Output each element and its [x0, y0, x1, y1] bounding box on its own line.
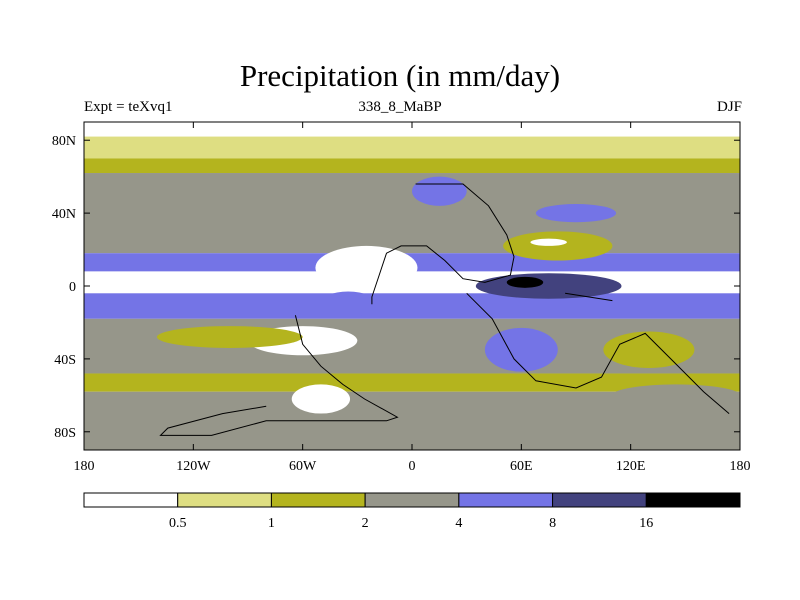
precip-band-2 [84, 158, 740, 174]
coastline-3 [565, 292, 613, 302]
colorbar-label-5: 16 [639, 516, 653, 531]
y-tick-label-2: 0 [69, 280, 76, 295]
colorbar-swatch-6 [645, 492, 741, 508]
colorbar-swatch-2 [270, 492, 366, 508]
colorbar-label-3: 4 [455, 516, 462, 531]
precip-region-9 [535, 204, 617, 223]
precip-region-12 [603, 331, 695, 368]
precip-band-1 [84, 136, 740, 159]
coastline-2 [466, 292, 730, 414]
colorbar-swatch-4 [458, 492, 554, 508]
precip-region-2 [291, 384, 351, 414]
coastline-1 [159, 315, 399, 436]
colorbar-label-0: 0.5 [169, 516, 187, 531]
precip-region-4 [319, 291, 378, 317]
precip-region-3 [156, 326, 303, 348]
precip-region-6 [506, 276, 544, 288]
precip-region-10 [412, 176, 467, 206]
precip-region-8 [530, 238, 567, 246]
colorbar-swatch-1 [177, 492, 272, 508]
precip-region-5 [475, 273, 622, 299]
y-tick-label-4: 80S [54, 426, 76, 441]
x-tick-label-5: 120E [616, 459, 646, 474]
y-tick-label-0: 80N [52, 134, 76, 149]
precip-region-7 [503, 231, 613, 261]
map-plot-area [84, 122, 740, 450]
precip-band-6 [84, 293, 740, 319]
season-label: DJF [716, 99, 742, 115]
map-axes: 180 120W 60W 0 60E 120E 180 80N 40N 0 40S 80S [52, 122, 751, 474]
precip-band-3 [84, 173, 740, 254]
y-tick-label-3: 40S [54, 353, 76, 368]
precip-region-13 [612, 384, 740, 407]
continent-outlines [159, 183, 730, 436]
colorbar-swatch-0 [83, 492, 179, 508]
experiment-label: Expt = teXvq1 [84, 99, 173, 115]
colorbar: 0.5 1 2 4 8 16 [83, 492, 741, 531]
x-tick-label-0: 180 [74, 459, 95, 474]
precip-band-0 [84, 122, 740, 137]
colorbar-swatch-3 [364, 492, 460, 508]
y-tick-label-1: 40N [52, 207, 76, 222]
x-tick-label-6: 180 [730, 459, 751, 474]
coastline-0 [371, 183, 515, 305]
chart-title: Precipitation (in mm/day) [239, 58, 561, 93]
x-tick-label-3: 0 [409, 459, 416, 474]
colorbar-label-2: 2 [362, 516, 369, 531]
colorbar-swatch-5 [552, 492, 647, 508]
precip-band-8 [84, 373, 740, 392]
colorbar-label-1: 1 [268, 516, 275, 531]
colorbar-label-4: 8 [549, 516, 556, 531]
x-tick-label-2: 60W [289, 459, 317, 474]
precip-region-11 [484, 327, 558, 372]
precip-region-0 [315, 245, 418, 290]
x-tick-label-4: 60E [510, 459, 533, 474]
period-label: 338_8_MaBP [358, 99, 442, 115]
x-tick-label-1: 120W [176, 459, 211, 474]
